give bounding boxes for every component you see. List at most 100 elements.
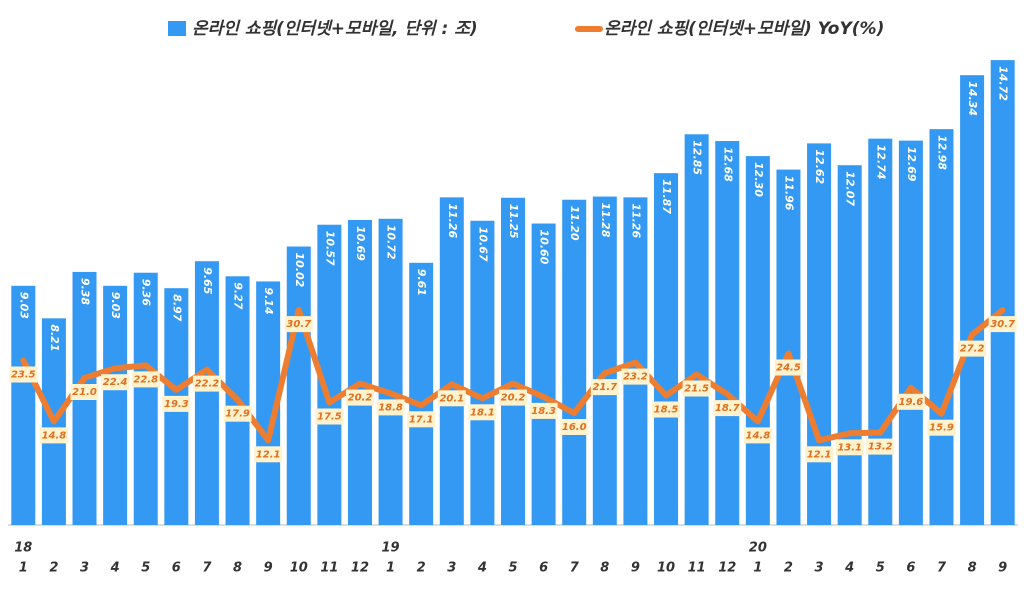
line-value-label: 20.2 xyxy=(501,393,526,404)
label-box xyxy=(192,375,221,392)
bar-value-label: 12.69 xyxy=(905,147,918,182)
bar-value-label: 12.07 xyxy=(844,171,857,206)
bar-value-label: 8.97 xyxy=(170,294,183,321)
x-tick-label: 4 xyxy=(110,561,120,576)
x-tick-label: 5 xyxy=(141,561,150,576)
x-tick-label: 11 xyxy=(688,561,706,576)
x-group-label: 18 xyxy=(14,541,32,556)
bar xyxy=(531,223,556,526)
line-value-label: 19.3 xyxy=(164,399,189,410)
bar-value-label: 10.57 xyxy=(323,231,336,266)
line-value-label: 17.9 xyxy=(225,409,250,420)
bar xyxy=(990,60,1015,526)
x-tick-label: 9 xyxy=(264,561,273,576)
x-tick-label: 10 xyxy=(657,561,675,576)
label-box xyxy=(560,419,589,435)
label-box xyxy=(254,446,283,463)
label-box xyxy=(9,366,38,383)
line-value-label: 18.1 xyxy=(470,407,495,418)
bar xyxy=(592,196,617,525)
x-tick-label: 9 xyxy=(998,561,1007,576)
bar-value-label: 9.36 xyxy=(140,279,153,306)
x-tick-label: 9 xyxy=(631,561,640,576)
x-tick-label: 12 xyxy=(718,561,736,576)
label-box xyxy=(835,439,864,456)
bar xyxy=(286,246,311,526)
legend-label: 온라인 쇼핑(인터넷+모바일, 단위 : 조) xyxy=(192,19,478,39)
label-box xyxy=(162,395,191,412)
bar xyxy=(103,285,128,525)
bar xyxy=(868,138,893,525)
bar-value-label: 12.74 xyxy=(874,145,887,180)
bar xyxy=(898,140,923,525)
x-tick-label: 7 xyxy=(937,561,947,576)
bar-value-label: 9.03 xyxy=(109,292,122,319)
bar-value-label: 9.03 xyxy=(17,292,30,319)
line-value-label: 18.5 xyxy=(654,405,679,416)
x-tick-label: 8 xyxy=(600,561,609,576)
line-value-label: 16.0 xyxy=(562,422,587,433)
bar-value-label: 10.69 xyxy=(354,226,367,261)
bar-value-label: 11.87 xyxy=(660,179,673,214)
x-tick-label: 6 xyxy=(906,561,915,576)
line-value-label: 22.4 xyxy=(103,377,128,388)
x-tick-label: 8 xyxy=(233,561,242,576)
x-tick-label: 3 xyxy=(80,561,89,576)
x-tick-label: 5 xyxy=(508,561,517,576)
label-box xyxy=(223,405,252,422)
bar-value-label: 11.25 xyxy=(507,204,520,239)
x-tick-label: 11 xyxy=(320,561,338,576)
bar xyxy=(133,272,158,525)
bar xyxy=(776,169,801,525)
label-box xyxy=(529,402,558,419)
bar xyxy=(378,218,403,526)
bar-value-label: 9.61 xyxy=(415,269,428,296)
line-value-label: 21.0 xyxy=(72,387,97,398)
line-value-label: 20.1 xyxy=(439,393,464,404)
legend-label: 온라인 쇼핑(인터넷+모바일) YoY(%) xyxy=(604,19,884,39)
bar-value-label: 12.98 xyxy=(935,135,948,170)
x-tick-label: 3 xyxy=(815,561,824,576)
bar xyxy=(439,197,464,525)
line-value-label: 15.9 xyxy=(929,423,954,434)
label-box xyxy=(101,374,130,391)
line-value-label: 14.8 xyxy=(746,430,771,441)
line-value-label: 19.6 xyxy=(899,397,924,408)
line-value-label: 13.2 xyxy=(868,442,893,453)
bar-value-label: 11.28 xyxy=(599,203,612,238)
x-tick-label: 2 xyxy=(49,561,58,576)
bar-value-label: 12.30 xyxy=(752,162,765,197)
bar-value-label: 10.67 xyxy=(476,227,489,262)
bar xyxy=(960,75,985,526)
x-tick-label: 4 xyxy=(844,561,854,576)
bar-value-label: 12.85 xyxy=(691,140,704,175)
bar xyxy=(745,156,770,525)
x-tick-label: 7 xyxy=(202,561,212,576)
line-value-label: 14.8 xyxy=(42,430,67,441)
line-value-label: 17.1 xyxy=(409,414,434,425)
label-box xyxy=(927,419,956,436)
line-value-label: 18.8 xyxy=(378,402,403,413)
bar-value-label: 10.60 xyxy=(538,230,551,265)
label-box xyxy=(499,389,527,406)
x-tick-label: 5 xyxy=(876,561,885,576)
bar xyxy=(807,143,832,525)
bar-value-label: 11.20 xyxy=(568,206,581,241)
bar-value-label: 11.96 xyxy=(782,176,795,211)
label-box xyxy=(743,427,772,444)
x-tick-label: 1 xyxy=(19,561,28,576)
x-tick-label: 3 xyxy=(447,561,456,576)
bar-value-label: 10.02 xyxy=(293,253,306,288)
line-value-label: 20.2 xyxy=(348,393,373,404)
bar-value-label: 14.72 xyxy=(997,66,1010,101)
x-tick-label: 1 xyxy=(753,561,762,576)
x-group-label: 20 xyxy=(749,541,767,556)
bar-value-label: 12.62 xyxy=(813,149,826,184)
bar-value-label: 9.65 xyxy=(201,267,214,294)
line-value-label: 21.5 xyxy=(684,384,709,395)
bar-value-label: 11.26 xyxy=(629,203,642,238)
line-value-label: 13.1 xyxy=(837,442,862,453)
legend-swatch xyxy=(168,21,186,36)
bar-value-label: 11.26 xyxy=(446,203,459,238)
